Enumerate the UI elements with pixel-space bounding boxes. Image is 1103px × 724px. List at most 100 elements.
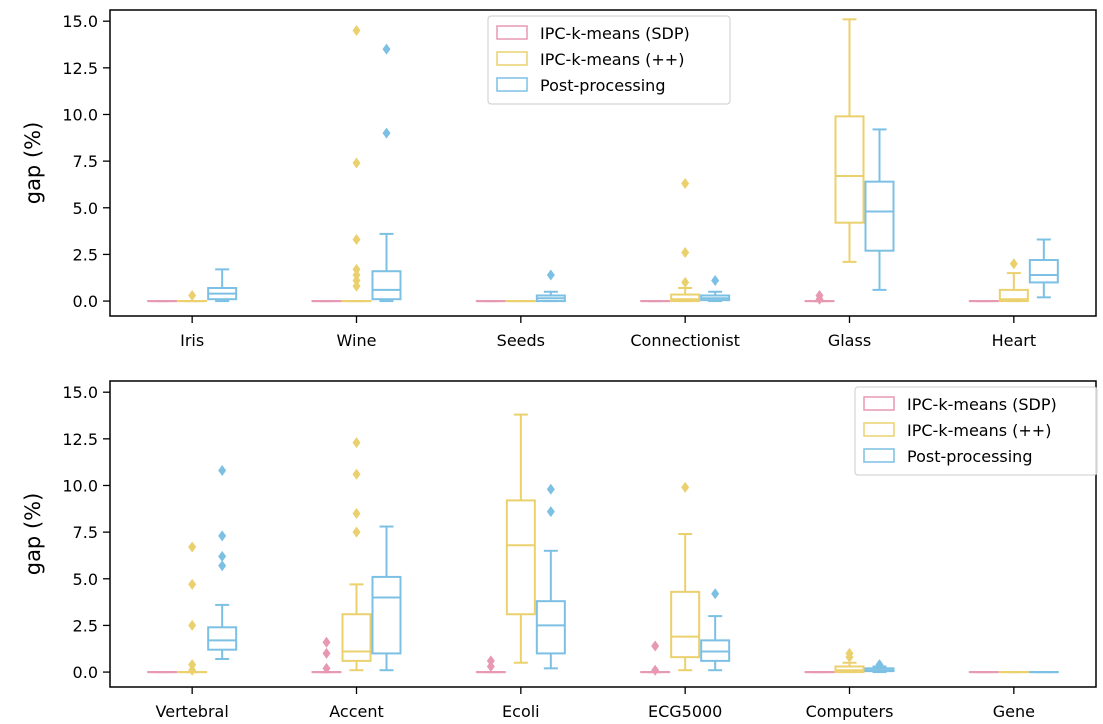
y-axis-label: gap (%) bbox=[21, 493, 45, 576]
box-heart-series-3 bbox=[1030, 240, 1058, 298]
outlier-point bbox=[188, 659, 196, 670]
box-body bbox=[671, 592, 699, 657]
box-body bbox=[373, 271, 401, 299]
y-tick-label: 7.5 bbox=[73, 523, 98, 542]
outlier-point bbox=[383, 44, 391, 55]
outlier-point bbox=[323, 637, 331, 648]
box-wine-series-2 bbox=[343, 25, 371, 301]
outlier-point bbox=[353, 25, 361, 36]
legend-label: IPC-k-means (++) bbox=[907, 421, 1051, 440]
outlier-point bbox=[188, 620, 196, 631]
outlier-point bbox=[218, 551, 226, 562]
y-tick-label: 0.0 bbox=[73, 663, 98, 682]
x-tick-label: Accent bbox=[329, 702, 384, 720]
box-accent-series-3 bbox=[373, 527, 401, 671]
legend-label: Post-processing bbox=[540, 76, 665, 95]
outlier-point bbox=[353, 527, 361, 538]
box-accent-series-1 bbox=[313, 637, 341, 674]
legend-label: IPC-k-means (SDP) bbox=[540, 24, 690, 43]
y-tick-label: 0.0 bbox=[73, 292, 98, 311]
y-tick-label: 15.0 bbox=[62, 383, 98, 402]
outlier-point bbox=[353, 508, 361, 519]
box-ecoli-series-1 bbox=[477, 655, 505, 672]
x-tick-label: Gene bbox=[993, 702, 1035, 720]
x-tick-label: Ecoli bbox=[502, 702, 540, 720]
y-tick-label: 12.5 bbox=[62, 430, 98, 449]
x-tick-label: Seeds bbox=[497, 331, 545, 350]
box-ecg5000-series-3 bbox=[701, 588, 729, 670]
outlier-point bbox=[188, 290, 196, 301]
box-iris-series-2 bbox=[178, 290, 206, 301]
legend-swatch bbox=[864, 423, 894, 436]
outlier-point bbox=[681, 178, 689, 189]
outlier-point bbox=[487, 655, 495, 666]
box-computers-series-3 bbox=[866, 659, 894, 672]
box-body bbox=[866, 182, 894, 251]
y-tick-label: 10.0 bbox=[62, 476, 98, 495]
box-body bbox=[373, 577, 401, 654]
outlier-point bbox=[353, 469, 361, 480]
legend-label: Post-processing bbox=[907, 447, 1032, 466]
outlier-point bbox=[353, 437, 361, 448]
y-tick-label: 7.5 bbox=[73, 152, 98, 171]
legend-swatch bbox=[497, 52, 527, 65]
outlier-point bbox=[188, 579, 196, 590]
outlier-point bbox=[323, 648, 331, 659]
legend-label: IPC-k-means (SDP) bbox=[907, 395, 1057, 414]
outlier-point bbox=[383, 128, 391, 139]
box-body bbox=[343, 614, 371, 661]
x-tick-label: ECG5000 bbox=[648, 702, 722, 720]
box-ecoli-series-3 bbox=[537, 484, 565, 669]
outlier-point bbox=[681, 277, 689, 288]
outlier-point bbox=[711, 588, 719, 599]
outlier-point bbox=[353, 158, 361, 169]
outlier-point bbox=[353, 234, 361, 245]
outlier-point bbox=[188, 542, 196, 553]
legend-swatch bbox=[497, 78, 527, 91]
box-ecoli-series-2 bbox=[507, 415, 535, 663]
box-ecg5000-series-2 bbox=[671, 482, 699, 670]
box-body bbox=[537, 601, 565, 653]
x-tick-label: Iris bbox=[180, 331, 204, 350]
x-tick-label: Wine bbox=[337, 331, 377, 350]
outlier-point bbox=[218, 530, 226, 541]
box-vertebral-series-2 bbox=[178, 542, 206, 676]
legend-swatch bbox=[864, 397, 894, 410]
outlier-point bbox=[547, 269, 555, 280]
y-tick-label: 5.0 bbox=[73, 570, 98, 589]
x-tick-label: Heart bbox=[992, 331, 1037, 350]
box-computers-series-2 bbox=[836, 648, 864, 672]
x-tick-label: Glass bbox=[828, 331, 871, 350]
outlier-point bbox=[547, 484, 555, 495]
box-connectionist-series-2 bbox=[671, 178, 699, 301]
outlier-point bbox=[681, 482, 689, 493]
legend-swatch bbox=[864, 449, 894, 462]
box-wine-series-3 bbox=[373, 44, 401, 301]
box-ecg5000-series-1 bbox=[641, 640, 669, 675]
outlier-point bbox=[651, 640, 659, 651]
box-body bbox=[208, 627, 236, 649]
y-tick-label: 15.0 bbox=[62, 12, 98, 31]
box-glass-series-1 bbox=[806, 290, 834, 305]
x-tick-label: Vertebral bbox=[156, 702, 229, 720]
box-glass-series-2 bbox=[836, 19, 864, 262]
box-connectionist-series-3 bbox=[701, 275, 729, 301]
box-body bbox=[1030, 260, 1058, 282]
y-tick-label: 5.0 bbox=[73, 199, 98, 218]
outlier-point bbox=[711, 275, 719, 286]
y-tick-label: 2.5 bbox=[73, 245, 98, 264]
legend-label: IPC-k-means (++) bbox=[540, 50, 684, 69]
box-seeds-series-3 bbox=[537, 269, 565, 301]
y-tick-label: 10.0 bbox=[62, 105, 98, 124]
box-accent-series-2 bbox=[343, 437, 371, 670]
outlier-point bbox=[547, 506, 555, 517]
box-glass-series-3 bbox=[866, 129, 894, 289]
box-heart-series-2 bbox=[1000, 258, 1028, 301]
box-body bbox=[507, 500, 535, 614]
outlier-point bbox=[651, 665, 659, 676]
y-tick-label: 12.5 bbox=[62, 59, 98, 78]
outlier-point bbox=[353, 264, 361, 275]
legend: IPC-k-means (SDP) IPC-k-means (++) Post-pr… bbox=[855, 387, 1097, 475]
